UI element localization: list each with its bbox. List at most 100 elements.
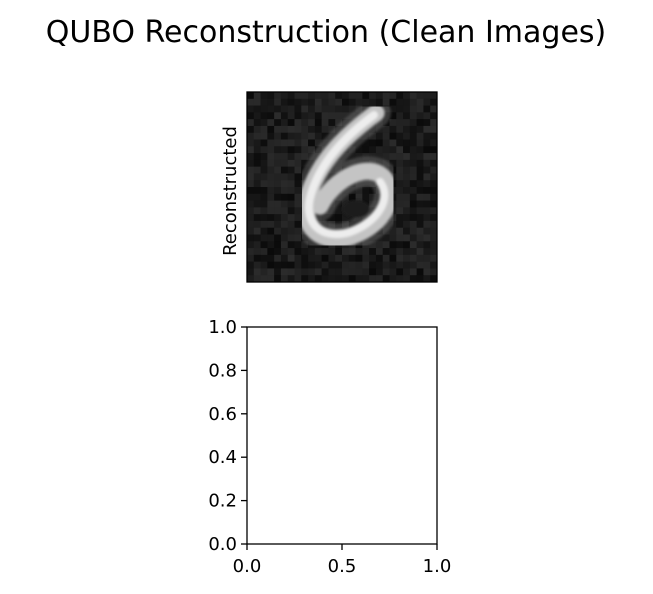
image-pixel xyxy=(355,248,363,256)
image-pixel xyxy=(389,241,397,249)
image-pixel xyxy=(260,180,268,188)
image-pixel xyxy=(280,234,289,242)
image-pixel xyxy=(423,166,431,174)
image-pixel xyxy=(280,268,289,276)
image-pixel xyxy=(335,268,343,276)
image-pixel xyxy=(247,92,255,100)
image-pixel xyxy=(362,261,370,269)
image-pixel xyxy=(382,146,390,154)
image-pixel xyxy=(389,132,397,140)
image-pixel xyxy=(267,193,275,201)
image-pixel xyxy=(247,139,255,147)
image-pixel xyxy=(280,261,289,269)
image-pixel xyxy=(280,193,289,201)
image-pixel xyxy=(294,159,302,167)
image-pixel xyxy=(389,112,397,120)
image-pixel xyxy=(274,193,282,201)
image-pixel xyxy=(308,125,316,134)
image-pixel xyxy=(403,92,411,100)
image-pixel xyxy=(287,214,295,222)
image-pixel xyxy=(328,105,336,113)
image-pixel xyxy=(355,187,363,195)
image-pixel xyxy=(260,125,268,134)
image-pixel xyxy=(403,248,411,256)
image-pixel xyxy=(287,248,295,256)
image-pixel xyxy=(423,153,431,161)
image-pixel xyxy=(253,187,261,195)
image-pixel xyxy=(416,227,424,235)
image-pixel xyxy=(396,268,404,276)
image-pixel xyxy=(396,92,404,100)
image-pixel xyxy=(355,153,363,161)
image-pixel xyxy=(267,159,275,167)
image-pixel xyxy=(308,92,316,100)
image-pixel xyxy=(267,132,275,140)
image-pixel xyxy=(253,92,261,100)
image-pixel xyxy=(253,132,261,140)
image-pixel xyxy=(430,248,437,256)
image-pixel xyxy=(328,261,336,269)
image-pixel xyxy=(403,268,411,276)
image-pixel xyxy=(409,220,417,229)
image-pixel xyxy=(280,275,289,282)
image-pixel xyxy=(423,112,431,120)
image-pixel xyxy=(260,173,268,181)
image-pixel xyxy=(335,98,343,106)
image-pixel xyxy=(287,200,295,208)
image-pixel xyxy=(260,207,268,215)
image-pixel xyxy=(409,125,417,134)
image-pixel xyxy=(294,132,302,140)
image-pixel xyxy=(335,207,343,215)
image-pixel xyxy=(301,254,309,262)
image-pixel xyxy=(362,193,370,201)
image-pixel xyxy=(416,180,424,188)
image-pixel xyxy=(389,275,397,282)
image-ylabel: Reconstructed xyxy=(220,126,241,256)
image-pixel xyxy=(274,98,282,106)
image-pixel xyxy=(416,146,424,154)
image-pixel xyxy=(253,261,261,269)
image-pixel xyxy=(253,193,261,201)
digit-strokes xyxy=(291,98,405,254)
image-pixel xyxy=(369,92,377,100)
image-pixel xyxy=(403,125,411,134)
image-pixel xyxy=(267,207,275,215)
image-pixel xyxy=(287,268,295,276)
image-pixel xyxy=(267,125,275,134)
image-pixel xyxy=(342,261,350,269)
image-pixel xyxy=(247,214,255,222)
image-pixel xyxy=(396,112,404,120)
image-pixel xyxy=(396,166,404,174)
image-pixel xyxy=(396,275,404,282)
image-pixel xyxy=(280,200,289,208)
image-pixel xyxy=(375,275,384,282)
image-pixel xyxy=(389,254,397,262)
image-pixel xyxy=(301,132,309,140)
image-pixel xyxy=(314,125,322,134)
image-pixel xyxy=(382,125,390,134)
image-pixel xyxy=(274,92,282,100)
image-pixel xyxy=(355,193,363,201)
image-pixel xyxy=(355,268,363,276)
image-pixel xyxy=(267,275,275,282)
image-pixel xyxy=(280,220,289,229)
image-pixel xyxy=(287,98,295,106)
image-pixel xyxy=(267,234,275,242)
image-pixel xyxy=(328,268,336,276)
image-pixel xyxy=(294,254,302,262)
image-pixel xyxy=(280,214,289,222)
image-pixel xyxy=(382,254,390,262)
image-pixel xyxy=(314,261,322,269)
image-pixel xyxy=(430,227,437,235)
image-pixel xyxy=(348,275,356,282)
image-pixel xyxy=(396,261,404,269)
image-pixel xyxy=(260,119,268,127)
image-pixel xyxy=(253,220,261,229)
image-pixel xyxy=(389,139,397,147)
image-pixel xyxy=(328,275,336,282)
image-pixel xyxy=(294,173,302,181)
image-pixel xyxy=(301,105,309,113)
image-pixel xyxy=(423,98,431,106)
image-pixel xyxy=(375,241,384,249)
image-pixel xyxy=(369,248,377,256)
